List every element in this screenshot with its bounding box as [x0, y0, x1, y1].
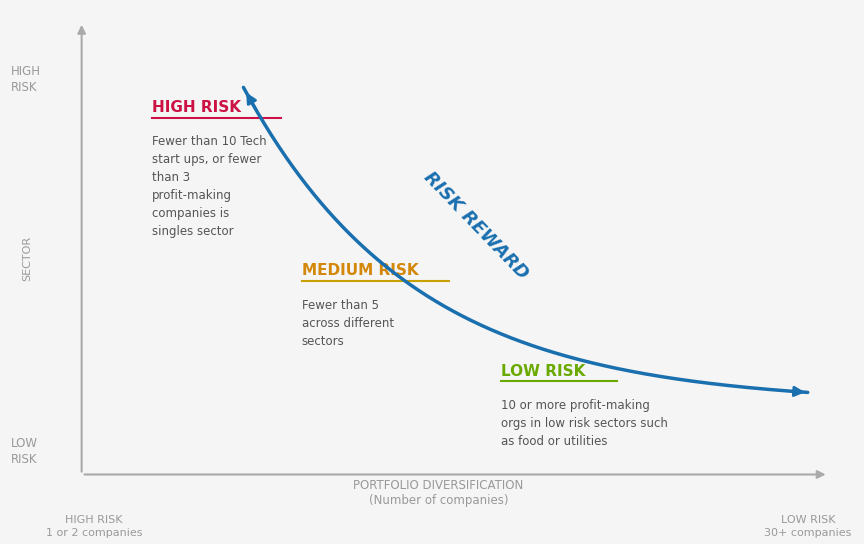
Text: LOW RISK: LOW RISK [501, 364, 585, 379]
Text: LOW RISK
30+ companies: LOW RISK 30+ companies [764, 515, 851, 538]
Text: 10 or more profit-making
orgs in low risk sectors such
as food or utilities: 10 or more profit-making orgs in low ris… [501, 399, 668, 448]
Text: SECTOR: SECTOR [22, 236, 33, 281]
Text: RISK REWARD: RISK REWARD [420, 168, 531, 283]
Text: Fewer than 5
across different
sectors: Fewer than 5 across different sectors [302, 299, 394, 348]
Text: HIGH
RISK: HIGH RISK [11, 65, 41, 94]
Text: HIGH RISK
1 or 2 companies: HIGH RISK 1 or 2 companies [46, 515, 143, 538]
Text: HIGH RISK: HIGH RISK [152, 100, 241, 115]
Text: LOW
RISK: LOW RISK [11, 437, 38, 466]
Text: MEDIUM RISK: MEDIUM RISK [302, 263, 418, 279]
Text: PORTFOLIO DIVERSIFICATION
(Number of companies): PORTFOLIO DIVERSIFICATION (Number of com… [353, 479, 524, 507]
Text: Fewer than 10 Tech
start ups, or fewer
than 3
profit-making
companies is
singles: Fewer than 10 Tech start ups, or fewer t… [152, 135, 267, 238]
